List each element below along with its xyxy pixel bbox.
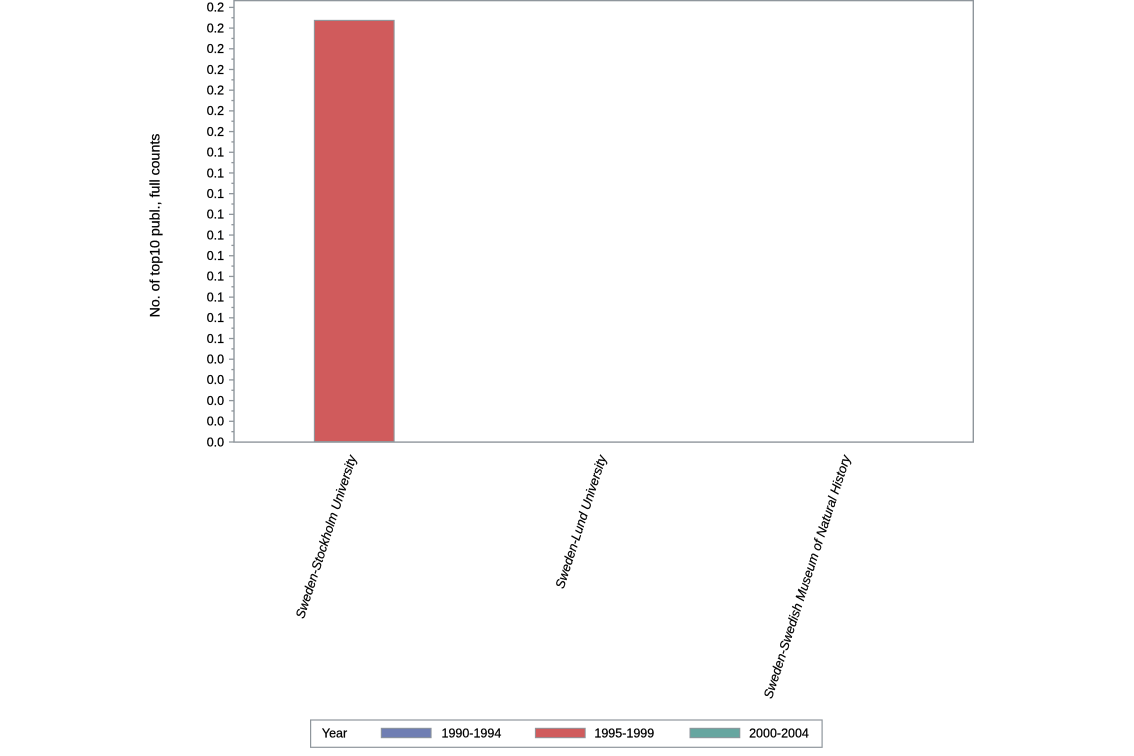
svg-text:No. of top10 publ., full count: No. of top10 publ., full counts [148, 134, 164, 318]
svg-text:2000-2004: 2000-2004 [749, 726, 809, 740]
svg-text:Sweden-Lund University: Sweden-Lund University [552, 452, 610, 591]
svg-text:0.0: 0.0 [207, 394, 224, 408]
svg-text:0.1: 0.1 [207, 146, 224, 160]
svg-text:Sweden-Swedish Museum of Natur: Sweden-Swedish Museum of Natural History [760, 452, 854, 701]
svg-text:Year: Year [322, 726, 347, 740]
svg-text:0.2: 0.2 [207, 63, 224, 77]
svg-text:0.1: 0.1 [207, 270, 224, 284]
svg-text:0.1: 0.1 [207, 228, 224, 242]
svg-text:0.1: 0.1 [207, 249, 224, 263]
svg-text:Sweden-Stockholm University: Sweden-Stockholm University [292, 452, 359, 620]
svg-text:0.2: 0.2 [207, 42, 224, 56]
svg-text:0.0: 0.0 [207, 435, 224, 449]
svg-text:0.2: 0.2 [207, 125, 224, 139]
svg-text:0.2: 0.2 [207, 1, 224, 15]
svg-text:0.2: 0.2 [207, 104, 224, 118]
svg-text:0.1: 0.1 [207, 290, 224, 304]
svg-text:1990-1994: 1990-1994 [442, 726, 502, 740]
svg-text:0.2: 0.2 [207, 21, 224, 35]
svg-text:0.1: 0.1 [207, 166, 224, 180]
svg-text:0.1: 0.1 [207, 208, 224, 222]
svg-text:0.2: 0.2 [207, 83, 224, 97]
svg-text:0.1: 0.1 [207, 311, 224, 325]
svg-text:0.1: 0.1 [207, 332, 224, 346]
svg-text:0.0: 0.0 [207, 353, 224, 367]
svg-text:0.0: 0.0 [207, 415, 224, 429]
svg-text:0.0: 0.0 [207, 373, 224, 387]
svg-text:0.1: 0.1 [207, 187, 224, 201]
svg-text:1995-1999: 1995-1999 [594, 726, 654, 740]
